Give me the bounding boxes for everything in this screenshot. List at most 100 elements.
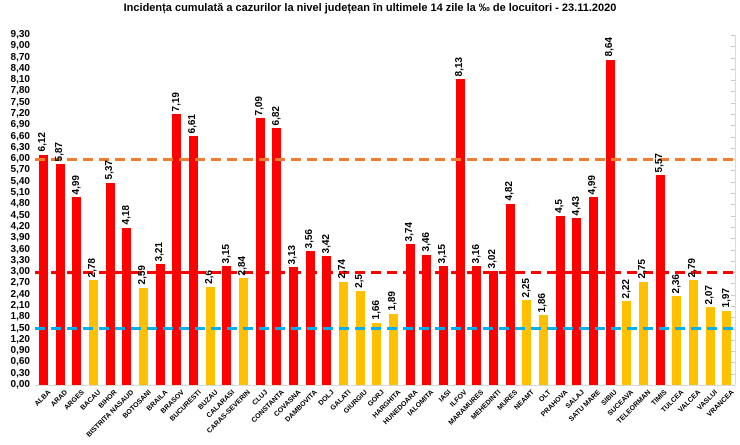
bar [638,281,648,385]
right-axis-tick [731,373,735,375]
right-axis-tick [731,362,735,364]
bar-value-label: 4,43 [570,195,582,216]
bar-value-label: 2,74 [337,259,349,279]
right-axis-tick [731,193,735,195]
right-axis-tick [731,125,735,127]
y-axis-tick-label: 9,00 [10,40,30,52]
y-axis-tick-label: 0,30 [10,367,30,379]
right-axis-tick [731,294,735,296]
bar-value-label: 5,57 [654,152,665,173]
bar [322,256,332,385]
y-axis-tick-label: 8,10 [10,74,30,86]
y-axis-tick-label: 5,70 [10,164,30,176]
right-axis-tick [731,226,735,228]
y-axis-tick-label: 9,30 [10,29,30,40]
y-axis-tick-label: 0,90 [10,345,30,357]
y-axis-tick-label: 6,00 [10,153,30,165]
bar-value-label: 2,59 [137,265,149,285]
bar-value-label: 1,66 [370,300,382,320]
bar-value-label: 4,18 [120,205,132,225]
y-axis-tick-label: 1,20 [10,333,30,345]
bar [705,307,715,385]
bar-value-label: 6,61 [187,113,199,134]
y-axis-tick-label: 1,80 [10,311,30,323]
bar-value-label: 5,87 [54,141,65,162]
bar-value-label: 2,75 [637,259,649,279]
right-axis-tick [731,181,735,183]
y-axis-tick-label: 2,70 [10,277,30,289]
bar-value-label: 7,09 [254,95,265,116]
reference-line [35,270,735,274]
bar-value-label: 2,6 [204,270,215,285]
y-axis-tick-label: 1,50 [10,322,30,334]
right-axis-tick [731,339,735,341]
bar [605,59,615,385]
bar [655,175,665,385]
bar-value-label: 4,99 [70,174,82,195]
right-axis-tick [731,46,735,48]
bar-value-label: 2,79 [687,257,699,277]
right-axis-tick [731,305,735,307]
right-axis-tick [731,215,735,217]
bar-value-label: 4,99 [587,174,599,195]
bar-value-label: 3,15 [220,243,232,264]
bar-value-label: 4,82 [504,181,515,201]
bar-value-label: 3,15 [437,243,449,264]
bar-value-label: 2,84 [237,255,249,276]
bar [505,203,515,385]
bar [272,128,282,385]
y-axis-tick-label: 0,60 [10,356,30,368]
bar-value-label: 3,13 [287,244,299,265]
bar [205,287,215,385]
y-axis-tick-label: 3,30 [10,254,30,266]
bar [372,322,382,385]
right-axis-tick [731,68,735,70]
bar [188,136,198,385]
bar-value-label: 3,74 [404,221,415,242]
bar [288,267,298,385]
bar-value-label: 2,22 [620,278,632,299]
right-axis-tick [731,147,735,149]
right-axis-tick [731,204,735,206]
bar [622,301,632,385]
y-axis-tick-label: 5,40 [10,175,30,187]
x-axis-category-label: ALBA [33,389,53,408]
bar [672,296,682,385]
y-axis-tick-label: 7,80 [10,85,30,97]
right-axis-tick [731,35,735,36]
bar [105,182,115,385]
bar [588,197,598,385]
y-axis-tick-label: 6,30 [10,141,30,153]
y-axis-tick-label: 4,20 [10,220,30,232]
bar [538,315,548,385]
right-axis-tick [731,283,735,285]
bar [255,118,265,385]
bar [438,266,448,385]
y-axis-tick-label: 7,20 [10,108,30,120]
bar [338,281,348,385]
bar [138,287,148,385]
y-axis-tick-label: 8,70 [10,51,30,63]
bar-value-label: 8,64 [604,37,615,57]
bar-value-label: 8,13 [454,56,465,77]
right-axis-tick [731,80,735,82]
bar [422,254,432,385]
y-axis-tick-label: 3,00 [10,266,30,278]
bar-value-label: 5,37 [104,160,115,180]
y-axis-tick-label: 6,60 [10,130,30,142]
bar-value-label: 2,07 [704,284,715,305]
bar-value-label: 3,56 [304,228,315,249]
right-axis-tick [731,260,735,262]
bar-value-label: 2,36 [670,273,682,294]
bar [172,114,182,385]
y-axis-tick-label: 7,50 [10,96,30,108]
bar-value-label: 2,5 [354,274,365,288]
bar [688,280,698,385]
x-axis-baseline [35,385,735,386]
y-axis-tick-label: 2,40 [10,288,30,300]
bar-value-label: 4,5 [554,198,565,213]
right-axis-tick [731,170,735,172]
bar [572,218,582,385]
bar-value-label: 3,16 [470,243,482,264]
